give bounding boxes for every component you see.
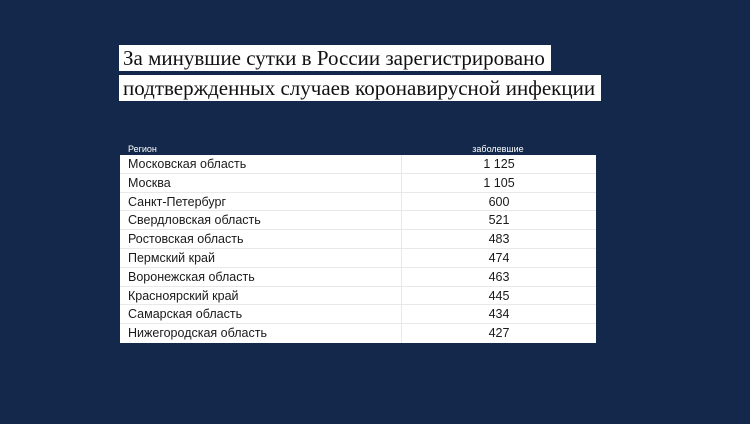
- chart-title: За минувшие сутки в России зарегистриров…: [119, 45, 679, 105]
- region-cell: Московская область: [120, 155, 402, 173]
- region-cell: Ростовская область: [120, 230, 402, 248]
- table-row: Нижегородская область 427: [120, 324, 596, 343]
- cases-cell: 1 105: [483, 175, 515, 190]
- region-cell: Пермский край: [120, 248, 402, 267]
- region-cell: Нижегородская область: [120, 324, 402, 343]
- table-row: Красноярский край 445: [120, 286, 596, 306]
- cases-cell: 1 125: [483, 157, 515, 171]
- region-cell: Свердловская область: [120, 211, 402, 230]
- table-row: Москва 1 105: [120, 173, 596, 193]
- cases-cell: 463: [488, 269, 510, 284]
- cases-cell: 600: [488, 194, 510, 209]
- region-cell: Москва: [120, 173, 402, 192]
- title-line-2: подтвержденных случаев коронавирусной ин…: [119, 75, 602, 101]
- title-line-1: За минувшие сутки в России зарегистриров…: [119, 45, 551, 71]
- cases-cell: 427: [488, 326, 510, 341]
- table-row: Свердловская область 521: [120, 211, 596, 231]
- cases-cell: 474: [488, 250, 510, 265]
- column-header-cases: заболевшие: [472, 144, 524, 154]
- column-header-region: Регион: [128, 144, 157, 154]
- region-cell: Воронежская область: [120, 267, 402, 286]
- region-cell: Санкт-Петербург: [120, 192, 402, 211]
- table-row: Самарская область 434: [120, 305, 596, 325]
- table-row: Воронежская область 463: [120, 267, 596, 287]
- cases-cell: 445: [488, 288, 510, 303]
- table-row: Санкт-Петербург 600: [120, 192, 596, 212]
- region-cell: Красноярский край: [120, 286, 402, 305]
- table-row: Пермский край 474: [120, 248, 596, 268]
- table-row: Ростовская область 483: [120, 230, 596, 249]
- region-cell: Самарская область: [120, 305, 402, 324]
- data-table: Московская область 1 125 Москва 1 105 Санкт-…: [120, 155, 596, 343]
- table-row: Московская область 1 125: [120, 155, 596, 174]
- cases-cell: 521: [488, 213, 510, 228]
- cases-cell: 483: [488, 232, 510, 247]
- cases-cell: 434: [488, 307, 510, 322]
- table-header: Регион заболевшие: [120, 142, 596, 156]
